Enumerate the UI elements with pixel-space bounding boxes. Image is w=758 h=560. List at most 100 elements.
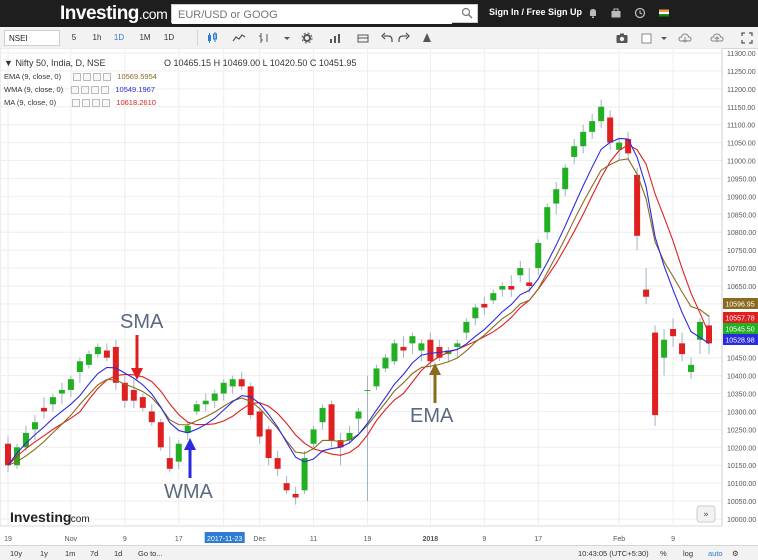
- candle[interactable]: [526, 282, 533, 286]
- candle[interactable]: [40, 407, 47, 412]
- auto-scale-toggle[interactable]: auto: [708, 549, 723, 558]
- investing-logo[interactable]: Investing.com: [60, 3, 168, 24]
- interval-1h[interactable]: 1h: [92, 33, 102, 42]
- double-chevron-right-icon[interactable]: »: [703, 510, 709, 520]
- alert-icon[interactable]: [420, 31, 434, 45]
- candle[interactable]: [337, 440, 344, 448]
- plot-area[interactable]: [0, 48, 723, 527]
- candle[interactable]: [652, 332, 659, 416]
- candle[interactable]: [472, 307, 479, 319]
- candle[interactable]: [346, 432, 353, 441]
- candle[interactable]: [517, 268, 524, 276]
- candle[interactable]: [373, 368, 380, 387]
- ma-close-icon[interactable]: [92, 99, 101, 108]
- candle[interactable]: [391, 343, 398, 362]
- candle[interactable]: [22, 432, 29, 448]
- range-1d[interactable]: 1d: [114, 549, 123, 558]
- interval-1m[interactable]: 1M: [139, 33, 151, 42]
- wma-visibility-icon[interactable]: [71, 86, 80, 95]
- candle[interactable]: [193, 404, 200, 412]
- ema-settings-icon[interactable]: [83, 73, 92, 82]
- candle[interactable]: [463, 321, 470, 333]
- bars-icon[interactable]: [257, 31, 271, 45]
- candle[interactable]: [481, 303, 488, 308]
- candle[interactable]: [616, 142, 623, 150]
- candle[interactable]: [400, 346, 407, 351]
- settings-gear-bottom-icon[interactable]: ⚙: [732, 549, 739, 558]
- goto-date[interactable]: Go to...: [138, 549, 163, 558]
- candle[interactable]: [76, 361, 83, 373]
- bell-icon[interactable]: [587, 7, 599, 19]
- candle[interactable]: [688, 364, 695, 373]
- scroll-to-realtime-button[interactable]: [696, 505, 716, 523]
- candle[interactable]: [544, 207, 551, 233]
- candle[interactable]: [409, 336, 416, 344]
- indicators-icon[interactable]: [328, 31, 342, 45]
- candle[interactable]: [112, 346, 119, 383]
- candle[interactable]: [256, 411, 263, 437]
- candle[interactable]: [157, 422, 164, 448]
- candle[interactable]: [697, 321, 704, 340]
- search-box[interactable]: [171, 4, 478, 24]
- ema-more-icon[interactable]: [103, 73, 112, 82]
- candle[interactable]: [202, 400, 209, 405]
- candle[interactable]: [625, 139, 632, 154]
- candle[interactable]: [5, 443, 11, 466]
- candle[interactable]: [355, 411, 362, 419]
- candle[interactable]: [553, 189, 560, 204]
- search-input[interactable]: [172, 6, 452, 24]
- candle[interactable]: [319, 407, 326, 423]
- candle[interactable]: [103, 350, 110, 358]
- range-10y[interactable]: 10y: [10, 549, 23, 558]
- candle[interactable]: [31, 422, 38, 430]
- range-7d[interactable]: 7d: [90, 549, 99, 558]
- portfolio-icon[interactable]: [610, 7, 622, 19]
- candle[interactable]: [418, 343, 425, 351]
- range-1y[interactable]: 1y: [40, 549, 48, 558]
- layout-chevron-icon[interactable]: [657, 31, 671, 45]
- candle[interactable]: [364, 389, 371, 391]
- interval-dropdown[interactable]: 1D: [163, 33, 175, 42]
- candle[interactable]: [508, 286, 515, 290]
- candle[interactable]: [490, 293, 497, 301]
- interval-5[interactable]: 5: [71, 33, 77, 42]
- candle[interactable]: [589, 121, 596, 132]
- candle[interactable]: [175, 443, 182, 462]
- candle[interactable]: [328, 404, 335, 441]
- price-chart[interactable]: 11300.00 11250.00 11200.00 11150.00 11100.00…: [0, 48, 758, 545]
- collapse-legend-icon[interactable]: ▼: [4, 58, 13, 68]
- candle[interactable]: [310, 429, 317, 444]
- candle[interactable]: [598, 106, 605, 122]
- candle[interactable]: [220, 382, 227, 394]
- signin-link[interactable]: Sign In / Free Sign Up: [489, 7, 583, 17]
- legend-ma[interactable]: MA (9, close, 0) 10618.2610: [4, 98, 156, 108]
- candle[interactable]: [454, 343, 461, 347]
- cloud-upload-icon[interactable]: [710, 31, 724, 45]
- candle[interactable]: [580, 131, 587, 147]
- candle[interactable]: [130, 389, 137, 401]
- candle[interactable]: [634, 174, 641, 236]
- cloud-download-icon[interactable]: [678, 31, 692, 45]
- candle[interactable]: [184, 425, 191, 433]
- redo-icon[interactable]: [397, 31, 411, 45]
- legend-wma[interactable]: WMA (9, close, 0) 10549.1967: [4, 85, 155, 95]
- line-chart-icon[interactable]: [232, 31, 246, 45]
- candle[interactable]: [94, 346, 101, 355]
- candle[interactable]: [706, 325, 713, 344]
- percent-scale-toggle[interactable]: %: [660, 549, 667, 558]
- candle[interactable]: [571, 146, 578, 157]
- candles-icon[interactable]: [205, 31, 219, 45]
- candle[interactable]: [499, 286, 506, 290]
- candle[interactable]: [121, 382, 128, 401]
- gear-icon[interactable]: [300, 31, 314, 45]
- undo-icon[interactable]: [380, 31, 394, 45]
- candle[interactable]: [67, 379, 74, 390]
- candle[interactable]: [139, 397, 146, 408]
- candle[interactable]: [670, 329, 677, 337]
- camera-icon[interactable]: [615, 31, 629, 45]
- candle[interactable]: [562, 167, 569, 190]
- log-scale-toggle[interactable]: log: [683, 549, 694, 558]
- symbol-input[interactable]: NSEI: [4, 30, 60, 46]
- ema-close-icon[interactable]: [93, 73, 102, 82]
- candle[interactable]: [274, 458, 281, 469]
